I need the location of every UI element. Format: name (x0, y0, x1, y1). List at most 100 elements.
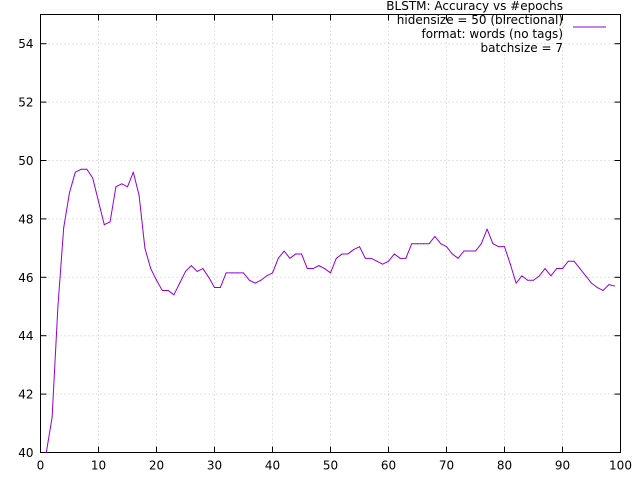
data-point (359, 246, 360, 248)
data-point (127, 186, 128, 188)
data-point (405, 257, 407, 259)
data-point (156, 279, 157, 281)
data-point (237, 272, 239, 274)
data-point (515, 282, 517, 284)
data-point (608, 284, 610, 286)
y-tick-label: 42 (18, 388, 33, 402)
y-tick-label: 44 (18, 329, 33, 343)
data-point (173, 294, 175, 296)
x-tick-label: 10 (91, 459, 106, 473)
data-point (190, 265, 192, 267)
data-point (544, 268, 546, 270)
data-point (243, 272, 244, 274)
x-tick-label: 90 (555, 459, 570, 473)
data-point (434, 235, 436, 237)
y-tick-label: 50 (18, 154, 33, 168)
data-point (219, 287, 221, 289)
data-point (335, 257, 337, 259)
data-point (498, 246, 500, 248)
x-tick-label: 20 (149, 459, 164, 473)
data-point (347, 253, 349, 255)
data-point (376, 260, 378, 262)
data-point (591, 282, 592, 284)
grid-lines (40, 14, 621, 453)
legend-line-3: format: words (no tags) (421, 27, 563, 41)
data-point (272, 272, 273, 274)
data-point (208, 276, 210, 278)
y-tick-label: 48 (18, 212, 33, 226)
data-point (138, 195, 140, 197)
data-point (538, 275, 540, 277)
data-point (277, 257, 279, 259)
data-point (115, 186, 117, 188)
data-point (248, 279, 250, 281)
x-tick-label: 100 (609, 459, 632, 473)
data-point (260, 279, 262, 281)
data-point (51, 416, 53, 418)
data-point (353, 249, 355, 251)
data-point (399, 257, 401, 259)
legend-line-1: BLSTM: Accuracy vs #epochs (386, 0, 563, 13)
data-point (86, 168, 88, 170)
y-axis-tick-labels: 40 42 44 46 48 50 52 54 (18, 37, 33, 460)
data-point (521, 275, 523, 277)
data-point (63, 227, 65, 229)
data-point (417, 243, 418, 245)
data-point (364, 257, 366, 259)
data-point (185, 270, 186, 272)
y-tick-label: 52 (18, 96, 33, 110)
data-point (341, 253, 343, 255)
data-point (440, 243, 442, 245)
x-tick-label: 80 (497, 459, 512, 473)
data-point (231, 272, 233, 274)
data-point (428, 243, 430, 245)
data-point (289, 257, 291, 259)
data-point (103, 224, 105, 226)
data-point (411, 243, 413, 245)
data-point (480, 243, 482, 245)
data-point (324, 268, 326, 270)
data-point (585, 275, 587, 277)
data-point (382, 263, 384, 265)
x-tick-label: 40 (265, 459, 280, 473)
data-point (469, 250, 471, 252)
data-point (422, 243, 424, 245)
plot-frame (40, 14, 621, 453)
data-point (167, 289, 169, 291)
y-tick-label: 46 (18, 271, 33, 285)
data-point (579, 268, 581, 270)
series-lines (45, 168, 616, 453)
data-point (596, 287, 598, 289)
x-axis-tick-labels: 0 10 20 30 40 50 60 70 80 90 100 (37, 459, 632, 473)
data-point (330, 272, 331, 274)
data-point (446, 246, 447, 248)
data-point (121, 183, 123, 185)
x-tick-label: 50 (323, 459, 338, 473)
data-point (98, 200, 99, 202)
data-point (556, 268, 558, 270)
data-point (602, 289, 604, 291)
data-point (475, 250, 476, 252)
data-point (504, 246, 505, 248)
data-point (318, 265, 320, 267)
legend-line-2: hidensize = 50 (birectional) (397, 13, 563, 27)
data-point (57, 306, 59, 307)
data-point (225, 272, 227, 274)
data-point (492, 243, 494, 245)
data-point (92, 177, 94, 179)
data-point (567, 260, 569, 262)
data-point (161, 289, 163, 291)
data-point (509, 263, 511, 265)
data-point (550, 275, 552, 277)
data-point (202, 268, 204, 270)
data-point (301, 253, 302, 255)
data-point (562, 268, 563, 270)
data-point (266, 275, 268, 277)
x-tick-label: 0 (37, 459, 45, 473)
x-tick-label: 70 (439, 459, 454, 473)
data-point (283, 250, 285, 252)
data-point (69, 192, 70, 194)
y-tick-label: 54 (18, 37, 33, 51)
data-point (109, 221, 111, 223)
